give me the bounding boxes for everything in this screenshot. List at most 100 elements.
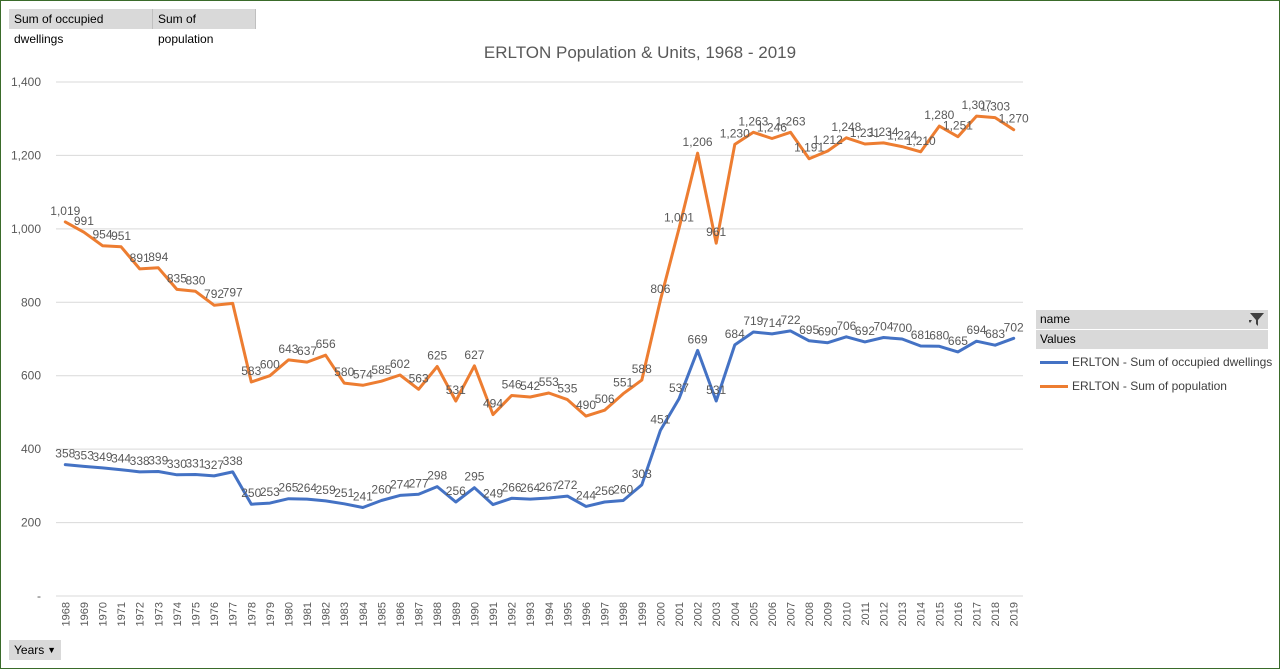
data-label: 583	[241, 364, 261, 378]
y-tick-label: 1,200	[11, 148, 41, 162]
x-tick-label: 1997	[600, 602, 612, 626]
field-button-population[interactable]: Sum of population	[153, 9, 256, 46]
data-label: 694	[966, 323, 986, 337]
data-label: 704	[874, 320, 894, 334]
x-tick-label: 2008	[804, 602, 816, 626]
data-label: 303	[632, 467, 652, 481]
data-label: 574	[353, 367, 373, 381]
data-label: 244	[576, 488, 596, 502]
data-label: 665	[948, 334, 968, 348]
x-tick-label: 1970	[97, 602, 109, 626]
data-label: 1,191	[794, 141, 824, 155]
y-tick-label: 200	[21, 516, 41, 530]
chart-title: ERLTON Population & Units, 1968 - 2019	[484, 43, 796, 62]
y-tick-label: 400	[21, 442, 41, 456]
x-tick-label: 1996	[581, 602, 593, 626]
data-label: 954	[92, 228, 112, 242]
x-tick-label: 1985	[376, 602, 388, 626]
data-label: 349	[92, 450, 112, 464]
x-tick-label: 1993	[525, 602, 537, 626]
data-label: 830	[185, 273, 205, 287]
data-label: 265	[278, 481, 298, 495]
y-tick-label: 1,000	[11, 222, 41, 236]
legend-values-label: Values	[1036, 330, 1268, 349]
x-tick-label: 1974	[172, 602, 184, 626]
y-tick-label: 1,400	[11, 75, 41, 89]
x-tick-label: 2004	[730, 602, 742, 626]
data-label: 338	[223, 454, 243, 468]
filter-icon[interactable]	[1249, 312, 1265, 327]
x-tick-label: 1977	[228, 602, 240, 626]
x-tick-label: 1982	[321, 602, 333, 626]
x-tick-label: 1995	[562, 602, 574, 626]
data-label: 250	[241, 486, 261, 500]
axis-field-label: Years	[14, 643, 45, 657]
data-label: 256	[446, 484, 466, 498]
legend-swatch-dwellings	[1040, 361, 1068, 364]
data-label: 551	[613, 376, 633, 390]
data-label: 553	[539, 375, 559, 389]
data-label: 1,231	[850, 126, 880, 140]
legend-label-dwellings: ERLTON - Sum of occupied dwellings	[1072, 355, 1273, 369]
field-button-dwellings[interactable]: Sum of occupied dwellings	[9, 9, 153, 46]
data-label: 1,212	[813, 133, 843, 147]
data-label: 681	[911, 328, 931, 342]
data-label: 267	[539, 480, 559, 494]
axis-field-button-years[interactable]: Years ▼	[9, 640, 61, 660]
data-label: 637	[297, 344, 317, 358]
data-label: 951	[111, 229, 131, 243]
data-label: 531	[446, 383, 466, 397]
x-tick-label: 1984	[358, 602, 370, 626]
data-label: 358	[55, 447, 75, 461]
x-tick-label: 2002	[693, 602, 705, 626]
data-label: 722	[781, 313, 801, 327]
x-tick-label: 1971	[116, 602, 128, 626]
data-label: 1,206	[683, 135, 713, 149]
legend-field-header[interactable]: name	[1036, 310, 1268, 329]
data-label: 835	[167, 271, 187, 285]
series-line-population[interactable]	[63, 114, 1016, 418]
data-label: 1,280	[924, 108, 954, 122]
data-label: 797	[223, 285, 243, 299]
data-label: 680	[929, 328, 949, 342]
x-tick-label: 1978	[246, 602, 258, 626]
x-tick-label: 1979	[265, 602, 277, 626]
x-tick-label: 1994	[544, 602, 556, 626]
data-label: 656	[316, 337, 336, 351]
data-label: 344	[111, 452, 131, 466]
data-label: 260	[613, 483, 633, 497]
data-label: 266	[502, 480, 522, 494]
data-label: 277	[409, 476, 429, 490]
data-label: 1,001	[664, 210, 694, 224]
x-tick-label: 1989	[451, 602, 463, 626]
data-label: 585	[371, 363, 391, 377]
data-label: 241	[353, 490, 373, 504]
data-label: 1,234	[869, 125, 899, 139]
data-label: 588	[632, 362, 652, 376]
legend-header-label: name	[1040, 312, 1071, 326]
x-tick-label: 2001	[674, 602, 686, 626]
data-label: 702	[1004, 320, 1024, 334]
x-tick-label: 1992	[507, 602, 519, 626]
y-tick-label: 600	[21, 369, 41, 383]
x-tick-label: 2014	[916, 602, 928, 626]
series-line-dwellings[interactable]	[63, 329, 1016, 509]
legend-item-population[interactable]: ERLTON - Sum of population	[1036, 375, 1268, 397]
data-label: 1,307	[961, 98, 991, 112]
data-label: 353	[74, 448, 94, 462]
data-label: 643	[278, 342, 298, 356]
x-tick-label: 1991	[488, 602, 500, 626]
legend-item-dwellings[interactable]: ERLTON - Sum of occupied dwellings	[1036, 351, 1272, 373]
data-label: 1,246	[757, 121, 787, 135]
data-label: 991	[74, 214, 94, 228]
data-label: 253	[260, 485, 280, 499]
data-label: 684	[725, 327, 745, 341]
data-label: 1,263	[738, 114, 768, 128]
x-tick-label: 2010	[841, 602, 853, 626]
data-label: 298	[427, 469, 447, 483]
data-label: 264	[520, 481, 540, 495]
data-label: 600	[260, 358, 280, 372]
data-label: 692	[855, 324, 875, 338]
data-label: 264	[297, 481, 317, 495]
data-label: 1,248	[831, 120, 861, 134]
